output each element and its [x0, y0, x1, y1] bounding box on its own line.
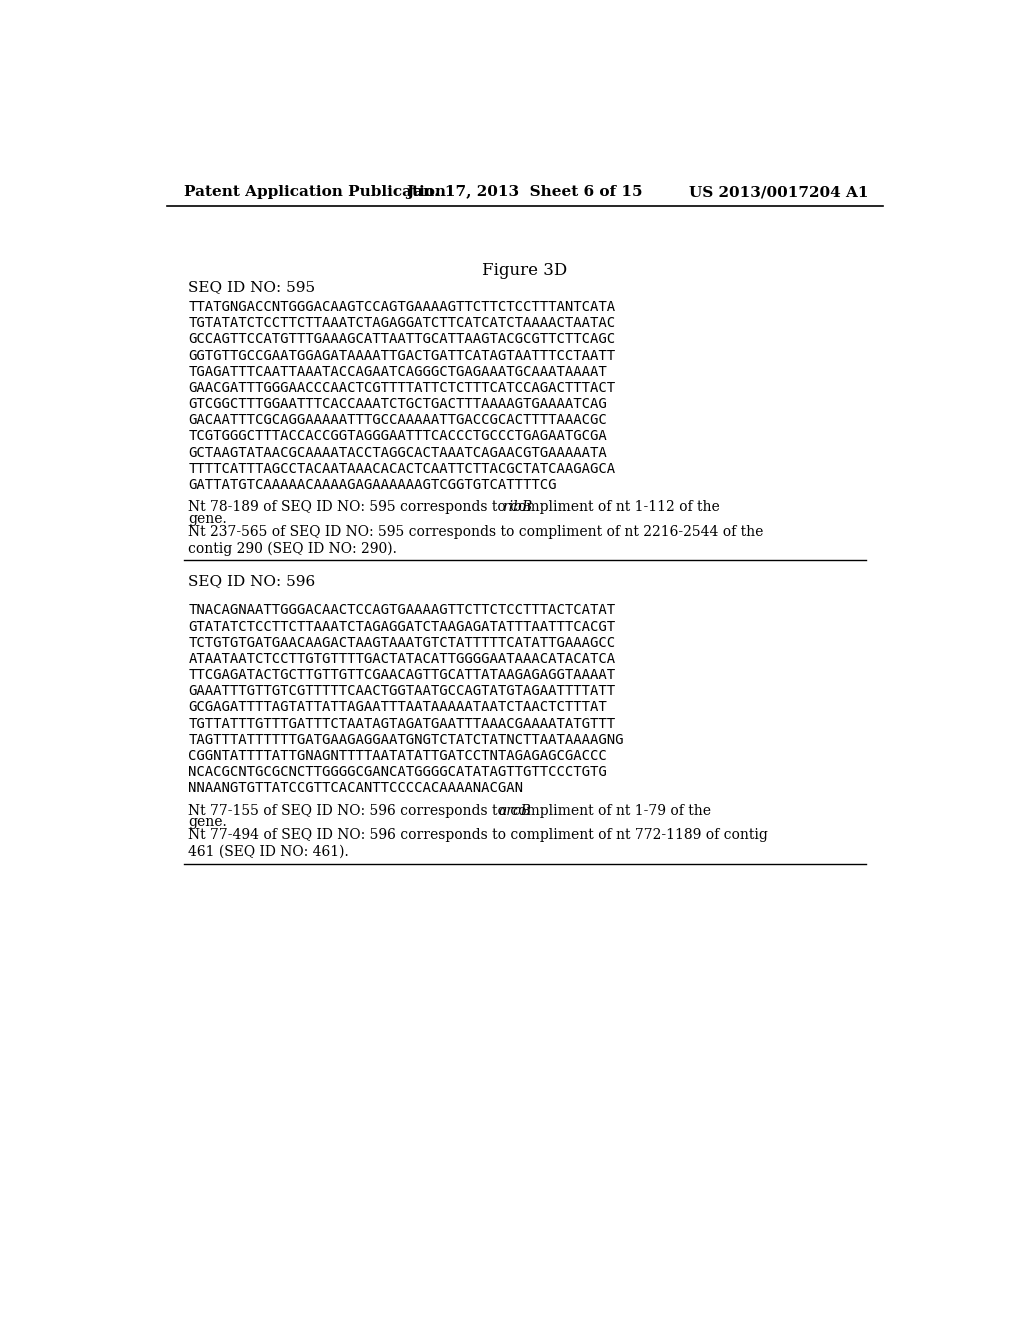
- Text: GCTAAGTATAACGCAAAATACCTAGGCACTAAATCAGAACGTGAAAAATA: GCTAAGTATAACGCAAAATACCTAGGCACTAAATCAGAAC…: [188, 446, 607, 459]
- Text: Patent Application Publication: Patent Application Publication: [183, 185, 445, 199]
- Text: GATTATGTCAAAAACAAAAGAGAAAAAAGTCGGTGTCATTTTCG: GATTATGTCAAAAACAAAAGAGAAAAAAGTCGGTGTCATT…: [188, 478, 557, 492]
- Text: Nt 77-155 of SEQ ID NO: 596 corresponds to compliment of nt 1-79 of the: Nt 77-155 of SEQ ID NO: 596 corresponds …: [188, 804, 716, 817]
- Text: GGTGTTGCCGAATGGAGATAAAATTGACTGATTCATAGTAATTTCCTAATT: GGTGTTGCCGAATGGAGATAAAATTGACTGATTCATAGTA…: [188, 348, 615, 363]
- Text: SEQ ID NO: 595: SEQ ID NO: 595: [188, 280, 315, 294]
- Text: ribB: ribB: [503, 500, 532, 515]
- Text: US 2013/0017204 A1: US 2013/0017204 A1: [688, 185, 868, 199]
- Text: TTCGAGATACTGCTTGTTGTTCGAACAGTTGCATTATAAGAGAGGTAAAAT: TTCGAGATACTGCTTGTTGTTCGAACAGTTGCATTATAAG…: [188, 668, 615, 682]
- Text: TTATGNGACCNTGGGACAAGTCCAGTGAAAAGTTCTTCTCCTTTANTCATA: TTATGNGACCNTGGGACAAGTCCAGTGAAAAGTTCTTCTC…: [188, 300, 615, 314]
- Text: TGTATATCTCCTTCTTAAATCTAGAGGATCTTCATCATCTAAAACTAATAC: TGTATATCTCCTTCTTAAATCTAGAGGATCTTCATCATCT…: [188, 317, 615, 330]
- Text: GAACGATTTGGGAACCCAACTCGTTTTATTCTCTTTCATCCAGACTTTACT: GAACGATTTGGGAACCCAACTCGTTTTATTCTCTTTCATC…: [188, 381, 615, 395]
- Text: Nt 237-565 of SEQ ID NO: 595 corresponds to compliment of nt 2216-2544 of the
co: Nt 237-565 of SEQ ID NO: 595 corresponds…: [188, 525, 764, 556]
- Text: TGAGATTTCAATTAAATACCAGAATCAGGGCTGAGAAATGCAAATAAAAT: TGAGATTTCAATTAAATACCAGAATCAGGGCTGAGAAATG…: [188, 364, 607, 379]
- Text: TNACAGNAATTGGGACAACTCCAGTGAAAAGTTCTTCTCCTTTACTCATAT: TNACAGNAATTGGGACAACTCCAGTGAAAAGTTCTTCTCC…: [188, 603, 615, 618]
- Text: TAGTTTATTTTTTGATGAAGAGGAATGNGTCTATCTATNCTTAATAAAAGNG: TAGTTTATTTTTTGATGAAGAGGAATGNGTCTATCTATNC…: [188, 733, 624, 747]
- Text: GAAATTTGTTGTCGTTTTTCAACTGGTAATGCCAGTATGTAGAATTTTATT: GAAATTTGTTGTCGTTTTTCAACTGGTAATGCCAGTATGT…: [188, 684, 615, 698]
- Text: GCGAGATTTTAGTATTATTAGAATTTAATAAAAATAATCTAACTCTTTAT: GCGAGATTTTAGTATTATTAGAATTTAATAAAAATAATCT…: [188, 701, 607, 714]
- Text: arcB: arcB: [498, 804, 531, 817]
- Text: Figure 3D: Figure 3D: [482, 263, 567, 280]
- Text: Nt 78-189 of SEQ ID NO: 595 corresponds to compliment of nt 1-112 of the: Nt 78-189 of SEQ ID NO: 595 corresponds …: [188, 500, 725, 515]
- Text: TGTTATTTGTTTGATTTCTAATAGTAGATGAATTTAAACGAAAATATGTTT: TGTTATTTGTTTGATTTCTAATAGTAGATGAATTTAAACG…: [188, 717, 615, 731]
- Text: gene.: gene.: [188, 512, 227, 525]
- Text: Jan. 17, 2013  Sheet 6 of 15: Jan. 17, 2013 Sheet 6 of 15: [407, 185, 643, 199]
- Text: TCGTGGGCTTTACCACCGGTAGGGAATTTCACCCTGCCCTGAGAATGCGA: TCGTGGGCTTTACCACCGGTAGGGAATTTCACCCTGCCCT…: [188, 429, 607, 444]
- Text: ATAATAATCTCCTTGTGTTTTGACTATACATTGGGGAATAAACATACATCA: ATAATAATCTCCTTGTGTTTTGACTATACATTGGGGAATA…: [188, 652, 615, 667]
- Text: NCACGCNTGCGCNCTTGGGGCGANCATGGGGCATATAGTTGTTCCCTGTG: NCACGCNTGCGCNCTTGGGGCGANCATGGGGCATATAGTT…: [188, 766, 607, 779]
- Text: TCTGTGTGATGAACAAGACTAAGTAAATGTCTATTTTTCATATTGAAAGCC: TCTGTGTGATGAACAAGACTAAGTAAATGTCTATTTTTCA…: [188, 636, 615, 649]
- Text: NNAANGTGTTATCCGTTCACANTTCCCCACAAAANACGAN: NNAANGTGTTATCCGTTCACANTTCCCCACAAAANACGAN: [188, 781, 523, 796]
- Text: GCCAGTTCCATGTTTGAAAGCATTAATTGCATTAAGTACGCGTTCTTCAGC: GCCAGTTCCATGTTTGAAAGCATTAATTGCATTAAGTACG…: [188, 333, 615, 346]
- Text: Nt 77-494 of SEQ ID NO: 596 corresponds to compliment of nt 772-1189 of contig
4: Nt 77-494 of SEQ ID NO: 596 corresponds …: [188, 829, 768, 858]
- Text: GTCGGCTTTGGAATTTCACCAAATCTGCTGACTTTAAAAGTGAAAATCAG: GTCGGCTTTGGAATTTCACCAAATCTGCTGACTTTAAAAG…: [188, 397, 607, 411]
- Text: GACAATTTCGCAGGAAAAATTTGCCAAAAATTGACCGCACTTTTAAACGC: GACAATTTCGCAGGAAAAATTTGCCAAAAATTGACCGCAC…: [188, 413, 607, 428]
- Text: gene.: gene.: [188, 816, 227, 829]
- Text: SEQ ID NO: 596: SEQ ID NO: 596: [188, 574, 315, 589]
- Text: CGGNTATTTTATTGNAGNTTTTAATATATTGATCCTNTAGAGAGCGACCC: CGGNTATTTTATTGNAGNTTTTAATATATTGATCCTNTAG…: [188, 748, 607, 763]
- Text: GTATATCTCCTTCTTAAATCTAGAGGATCTAAGAGATATTTAATTTCACGT: GTATATCTCCTTCTTAAATCTAGAGGATCTAAGAGATATT…: [188, 619, 615, 634]
- Text: TTTTCATTTAGCCTACAATAAACACACTCAATTCTTACGCTATCAAGAGCA: TTTTCATTTAGCCTACAATAAACACACTCAATTCTTACGC…: [188, 462, 615, 475]
